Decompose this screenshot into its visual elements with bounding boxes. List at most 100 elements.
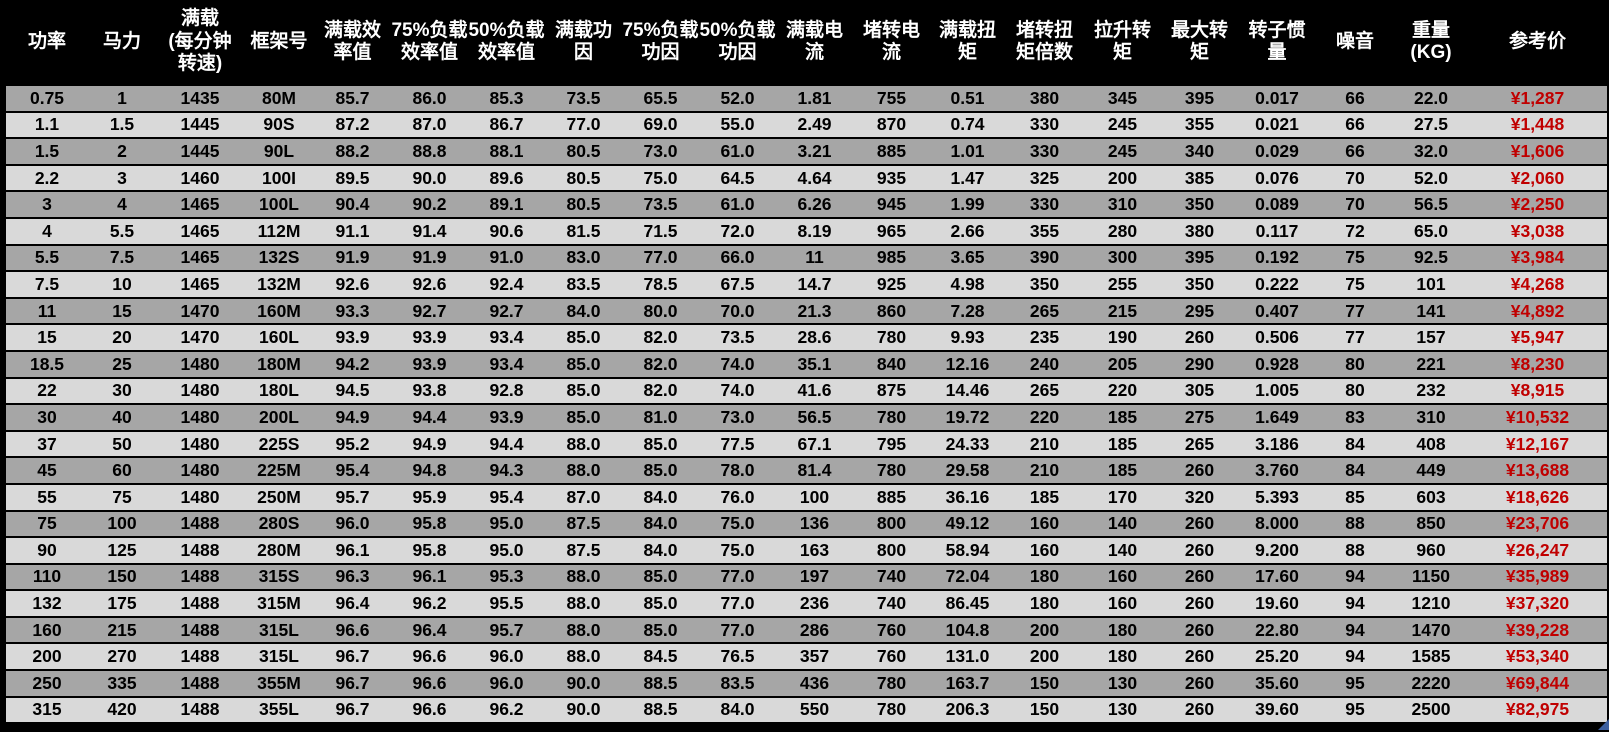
data-cell[interactable]: 95 [1316, 695, 1394, 723]
data-cell[interactable]: 800 [853, 509, 930, 538]
data-cell[interactable]: 73.5 [622, 190, 699, 218]
data-cell[interactable]: 21.3 [776, 296, 853, 325]
data-cell[interactable]: 1480 [156, 349, 244, 378]
data-cell[interactable]: 84.5 [622, 642, 699, 671]
data-cell[interactable]: 93.9 [391, 349, 468, 378]
data-cell[interactable]: 25.20 [1238, 642, 1316, 671]
selection-handle-icon[interactable] [1598, 719, 1609, 730]
data-cell[interactable]: 22.0 [1394, 84, 1468, 112]
data-cell[interactable]: 1.01 [930, 137, 1005, 165]
data-cell[interactable]: 245 [1084, 110, 1161, 139]
price-cell[interactable]: ¥1,287 [1468, 84, 1607, 112]
data-cell[interactable]: 61.0 [699, 137, 776, 165]
data-cell[interactable]: 315 [6, 695, 88, 723]
data-cell[interactable]: 84.0 [545, 296, 622, 325]
data-cell[interactable]: 52.0 [699, 84, 776, 112]
price-cell[interactable]: ¥13,688 [1468, 456, 1607, 484]
price-cell[interactable]: ¥5,947 [1468, 323, 1607, 351]
data-cell[interactable]: 84.0 [622, 536, 699, 564]
data-cell[interactable]: 89.6 [468, 163, 545, 192]
data-cell[interactable]: 88.0 [545, 642, 622, 671]
data-cell[interactable]: 55 [6, 482, 88, 511]
data-cell[interactable]: 83.0 [545, 243, 622, 272]
data-cell[interactable]: 1488 [156, 695, 244, 723]
data-cell[interactable]: 136 [776, 509, 853, 538]
data-cell[interactable]: 75.0 [699, 536, 776, 564]
data-cell[interactable]: 84.0 [622, 509, 699, 538]
data-cell[interactable]: 96.1 [391, 562, 468, 591]
data-cell[interactable]: 0.192 [1238, 243, 1316, 272]
data-cell[interactable]: 96.6 [391, 695, 468, 723]
data-cell[interactable]: 66 [1316, 110, 1394, 139]
data-cell[interactable]: 32.0 [1394, 137, 1468, 165]
data-cell[interactable]: 1.1 [6, 110, 88, 139]
data-cell[interactable]: 6.26 [776, 190, 853, 218]
data-cell[interactable]: 1480 [156, 456, 244, 484]
data-cell[interactable]: 0.029 [1238, 137, 1316, 165]
data-cell[interactable]: 840 [853, 349, 930, 378]
data-cell[interactable]: 180 [1084, 615, 1161, 644]
data-cell[interactable]: 1.5 [88, 110, 156, 139]
data-cell[interactable]: 1470 [156, 323, 244, 351]
data-cell[interactable]: 93.4 [468, 323, 545, 351]
data-cell[interactable]: 83.5 [545, 270, 622, 298]
data-cell[interactable]: 25 [88, 349, 156, 378]
data-cell[interactable]: 9.200 [1238, 536, 1316, 564]
data-cell[interactable]: 85.0 [545, 323, 622, 351]
data-cell[interactable]: 61.0 [699, 190, 776, 218]
data-cell[interactable]: 885 [853, 482, 930, 511]
data-cell[interactable]: 80.5 [545, 137, 622, 165]
data-cell[interactable]: 40 [88, 403, 156, 431]
data-cell[interactable]: 94.9 [314, 403, 391, 431]
data-cell[interactable]: 80 [1316, 376, 1394, 405]
data-cell[interactable]: 30 [88, 376, 156, 405]
data-cell[interactable]: 1435 [156, 84, 244, 112]
data-cell[interactable]: 0.089 [1238, 190, 1316, 218]
data-cell[interactable]: 41.6 [776, 376, 853, 405]
data-cell[interactable]: 1.649 [1238, 403, 1316, 431]
data-cell[interactable]: 1465 [156, 270, 244, 298]
data-cell[interactable]: 965 [853, 216, 930, 245]
data-cell[interactable]: 180M [244, 349, 314, 378]
data-cell[interactable]: 100 [88, 509, 156, 538]
data-cell[interactable]: 270 [88, 642, 156, 671]
price-cell[interactable]: ¥69,844 [1468, 669, 1607, 697]
data-cell[interactable]: 170 [1084, 482, 1161, 511]
data-cell[interactable]: 130 [1084, 669, 1161, 697]
data-cell[interactable]: 85.7 [314, 84, 391, 112]
data-cell[interactable]: 185 [1005, 482, 1084, 511]
data-cell[interactable]: 185 [1084, 429, 1161, 458]
data-cell[interactable]: 260 [1161, 589, 1238, 617]
data-cell[interactable]: 1488 [156, 589, 244, 617]
data-cell[interactable]: 740 [853, 589, 930, 617]
data-cell[interactable]: 449 [1394, 456, 1468, 484]
data-cell[interactable]: 96.7 [314, 669, 391, 697]
data-cell[interactable]: 90.0 [545, 669, 622, 697]
data-cell[interactable]: 75.0 [622, 163, 699, 192]
data-cell[interactable]: 94.4 [468, 429, 545, 458]
data-cell[interactable]: 1480 [156, 482, 244, 511]
data-cell[interactable]: 2.49 [776, 110, 853, 139]
data-cell[interactable]: 160M [244, 296, 314, 325]
data-cell[interactable]: 95.8 [391, 509, 468, 538]
data-cell[interactable]: 221 [1394, 349, 1468, 378]
data-cell[interactable]: 94 [1316, 562, 1394, 591]
data-cell[interactable]: 780 [853, 669, 930, 697]
data-cell[interactable]: 95 [1316, 669, 1394, 697]
data-cell[interactable]: 1488 [156, 642, 244, 671]
data-cell[interactable]: 355L [244, 695, 314, 723]
data-cell[interactable]: 78.5 [622, 270, 699, 298]
data-cell[interactable]: 93.9 [391, 323, 468, 351]
data-cell[interactable]: 80M [244, 84, 314, 112]
data-cell[interactable]: 91.9 [314, 243, 391, 272]
data-cell[interactable]: 860 [853, 296, 930, 325]
data-cell[interactable]: 132S [244, 243, 314, 272]
data-cell[interactable]: 35.60 [1238, 669, 1316, 697]
data-cell[interactable]: 94.3 [468, 456, 545, 484]
data-cell[interactable]: 1488 [156, 509, 244, 538]
data-cell[interactable]: 210 [1005, 456, 1084, 484]
data-cell[interactable]: 163 [776, 536, 853, 564]
data-cell[interactable]: 85.0 [622, 456, 699, 484]
data-cell[interactable]: 80.0 [622, 296, 699, 325]
data-cell[interactable]: 101 [1394, 270, 1468, 298]
